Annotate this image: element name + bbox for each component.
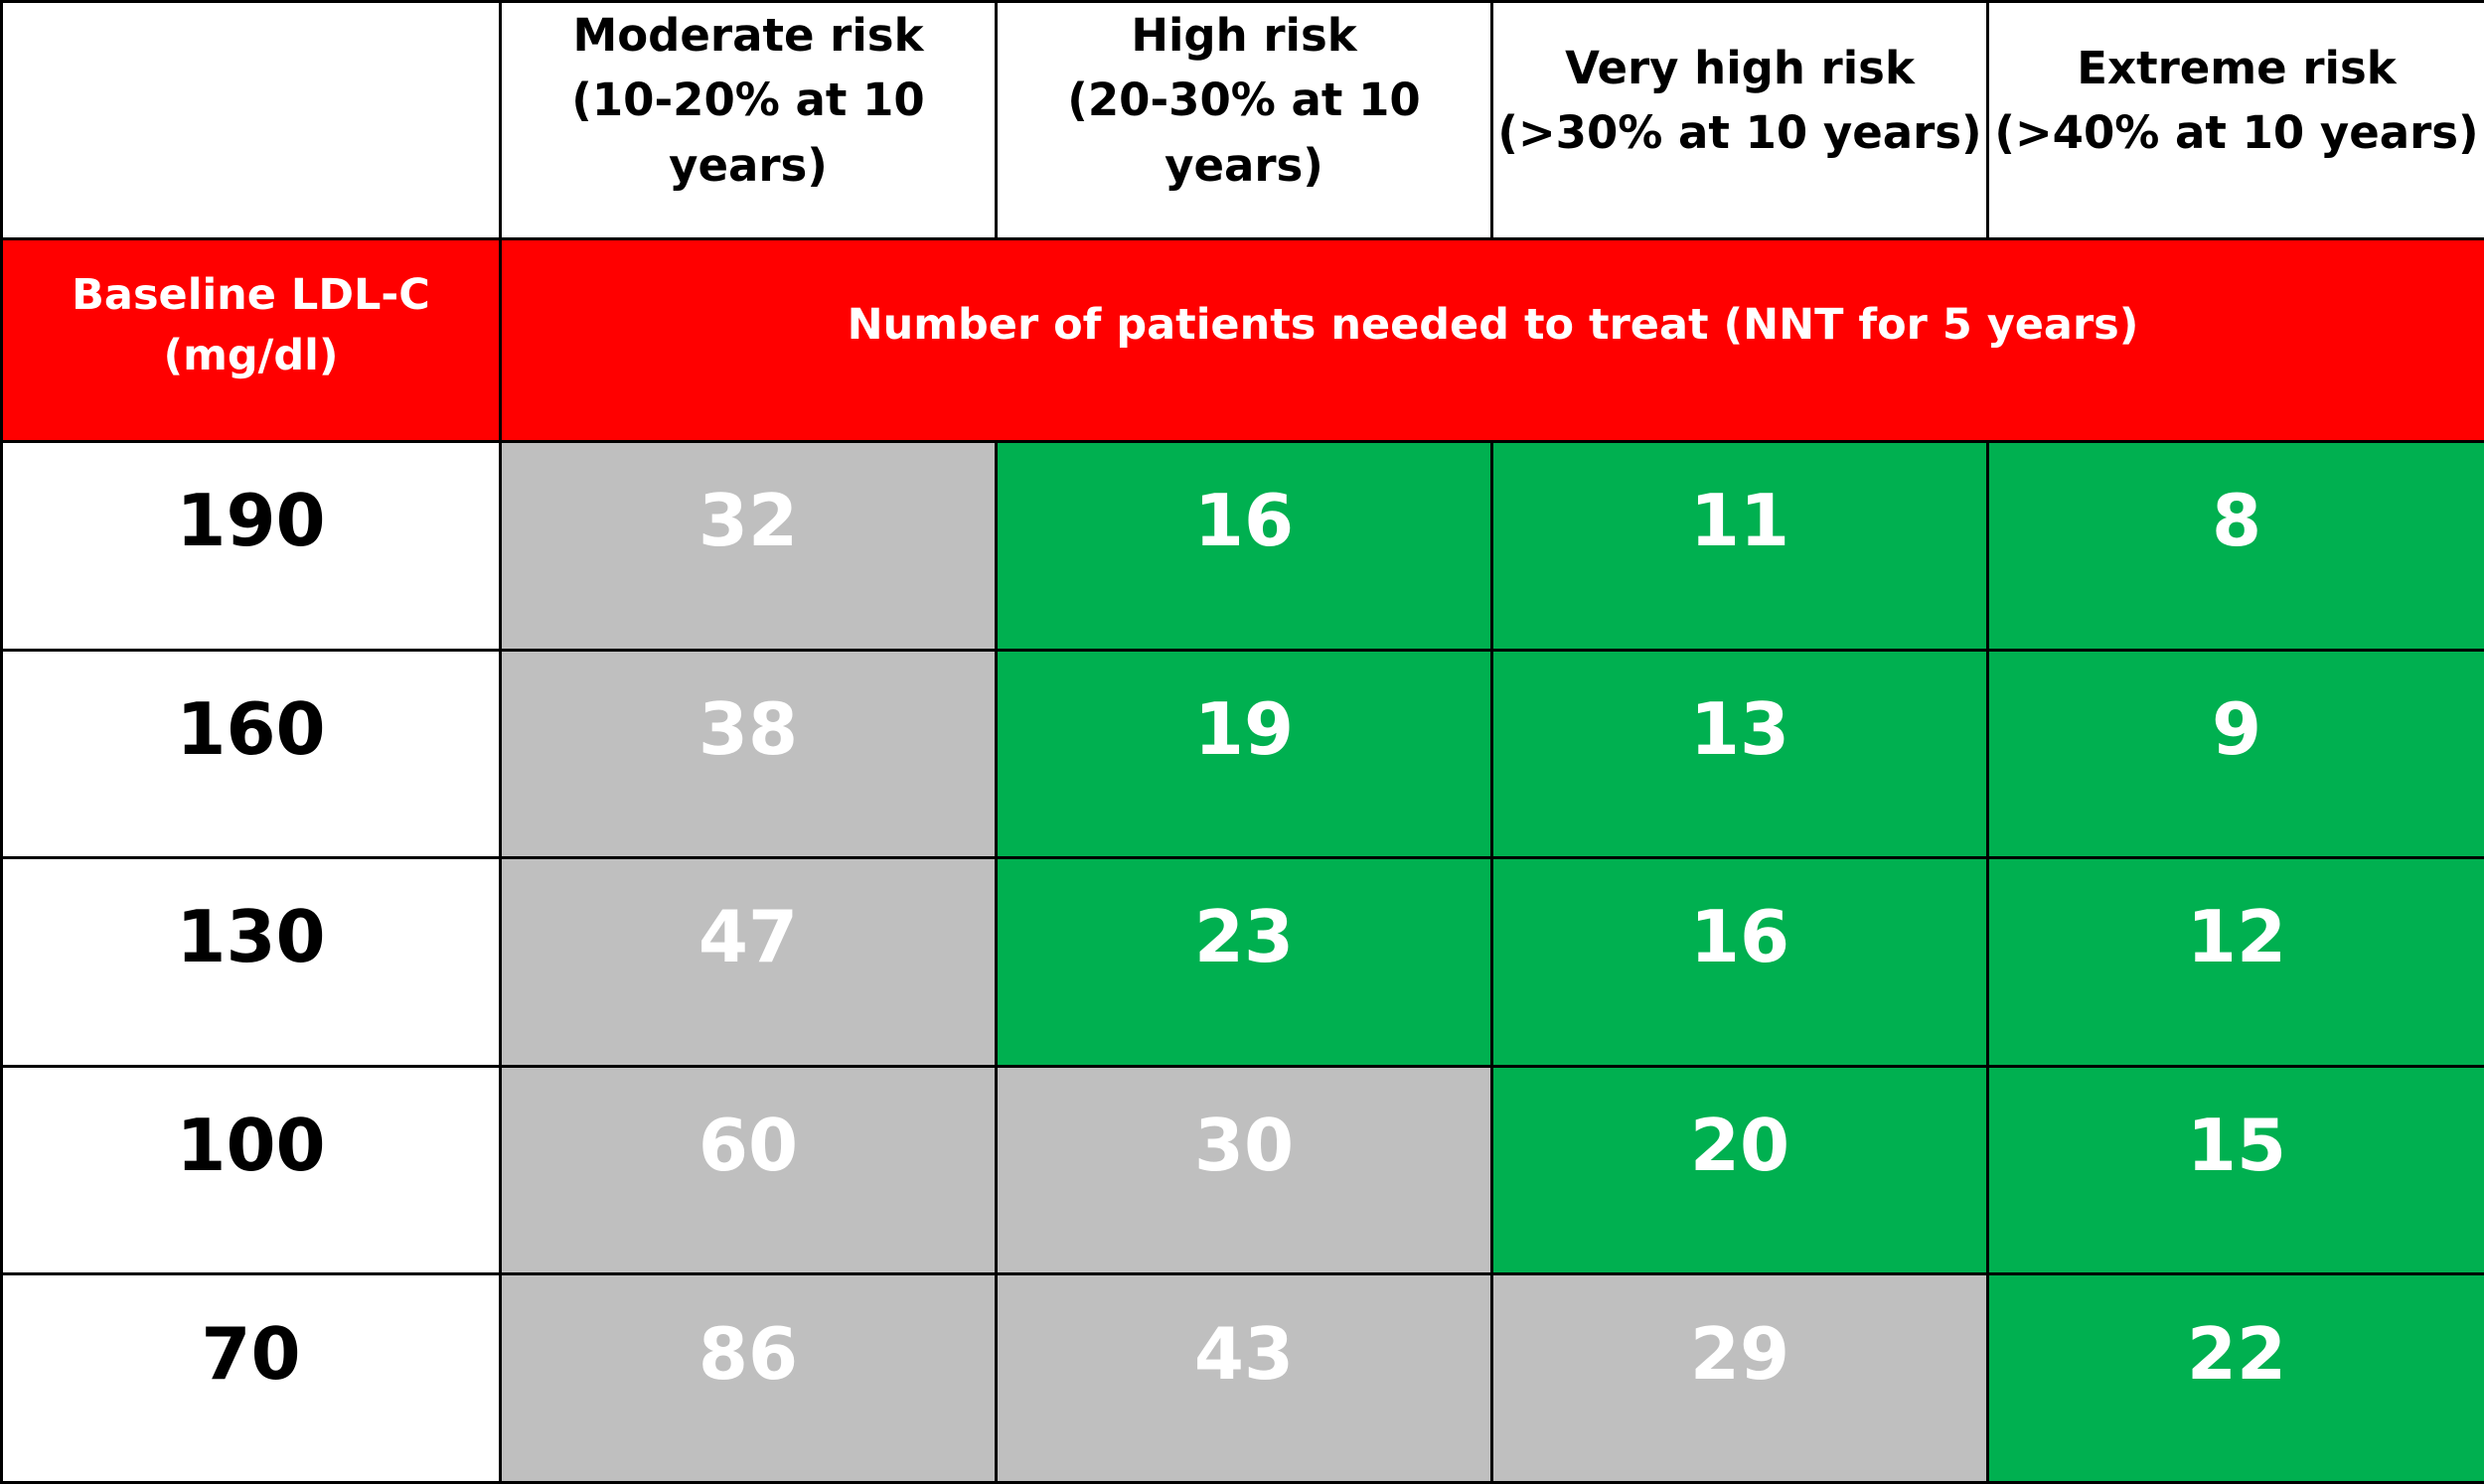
nnt-cell: 13	[1493, 651, 1986, 857]
row-header-line: (mg/dl)	[163, 330, 339, 380]
ldl-value: 130	[3, 859, 499, 1065]
nnt-cell: 47	[502, 859, 995, 1065]
span-header: Number of patients needed to treat (NNT …	[502, 240, 2484, 440]
nnt-cell: 15	[1989, 1067, 2484, 1273]
nnt-cell: 86	[502, 1275, 995, 1481]
nnt-cell: 38	[502, 651, 995, 857]
column-header: Extreme risk (>40% at 10 years)	[1989, 3, 2484, 237]
nnt-cell: 16	[998, 443, 1490, 649]
row-header: Baseline LDL-C (mg/dl)	[3, 240, 499, 440]
ldl-value: 100	[3, 1067, 499, 1273]
nnt-cell: 30	[998, 1067, 1490, 1273]
row-header-line: Baseline LDL-C	[72, 270, 430, 321]
column-title: Extreme risk	[2077, 41, 2397, 94]
nnt-cell: 19	[998, 651, 1490, 857]
column-subtitle: (10-20% at 10 years)	[571, 74, 925, 192]
nnt-cell: 9	[1989, 651, 2484, 857]
nnt-cell: 60	[502, 1067, 995, 1273]
column-header: High risk (20-30% at 10 years)	[998, 3, 1490, 237]
nnt-cell: 11	[1493, 443, 1986, 649]
column-title: High risk	[1131, 9, 1357, 63]
nnt-cell: 22	[1989, 1275, 2484, 1481]
nnt-cell: 8	[1989, 443, 2484, 649]
ldl-value: 160	[3, 651, 499, 857]
nnt-cell: 32	[502, 443, 995, 649]
column-subtitle: (20-30% at 10 years)	[1067, 74, 1421, 192]
column-header: Very high risk (>30% at 10 years)	[1493, 3, 1986, 237]
ldl-value: 70	[3, 1275, 499, 1481]
column-title: Moderate risk	[572, 9, 924, 63]
column-subtitle: (>40% at 10 years)	[1994, 106, 2479, 159]
nnt-cell: 23	[998, 859, 1490, 1065]
column-subtitle: (>30% at 10 years)	[1497, 106, 1982, 159]
nnt-cell: 16	[1493, 859, 1986, 1065]
nnt-cell: 20	[1493, 1067, 1986, 1273]
corner-cell	[3, 3, 499, 237]
nnt-cell: 43	[998, 1275, 1490, 1481]
nnt-cell: 29	[1493, 1275, 1986, 1481]
column-title: Very high risk	[1565, 41, 1915, 94]
column-header: Moderate risk (10-20% at 10 years)	[502, 3, 995, 237]
ldl-value: 190	[3, 443, 499, 649]
nnt-cell: 12	[1989, 859, 2484, 1065]
